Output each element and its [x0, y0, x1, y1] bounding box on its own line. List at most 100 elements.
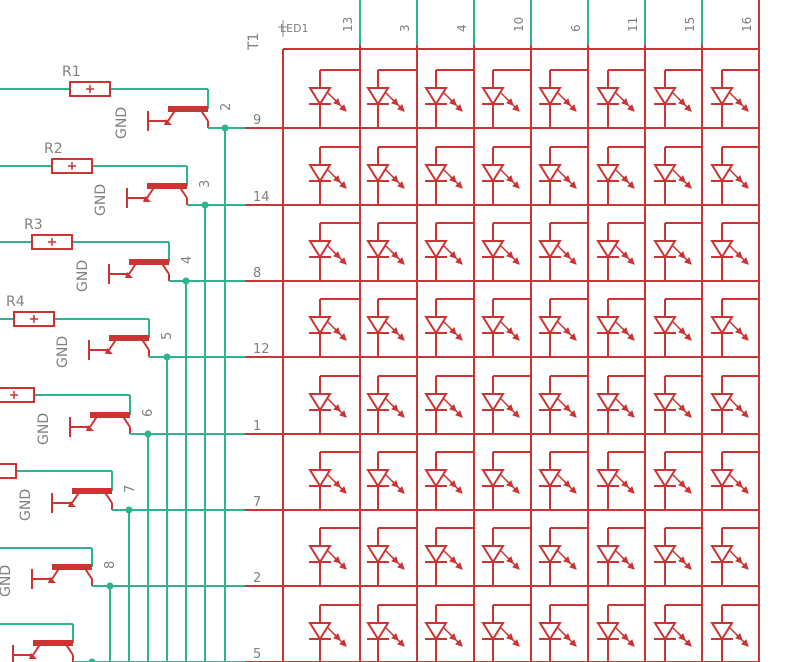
led-symbol [538, 146, 588, 205]
led-symbol [653, 222, 702, 281]
led-array [308, 69, 759, 662]
led-diode-triangle [596, 316, 620, 335]
led-diode-triangle [424, 87, 448, 106]
led-symbol [308, 298, 360, 357]
resistor-body [51, 158, 93, 174]
row-pin-label: 9 [253, 113, 261, 128]
transistor-pin-label: 6 [141, 409, 156, 417]
transistor-base-bar [168, 106, 208, 112]
transistor-base-bar [109, 335, 149, 341]
led-diode-triangle [481, 164, 505, 183]
led-symbol [596, 375, 645, 434]
transistor-base-bar [72, 488, 112, 494]
transistor-collector [178, 185, 188, 199]
led-arrow-head [627, 486, 635, 494]
led-diode-triangle [481, 545, 505, 564]
led-arrow-head [512, 257, 520, 265]
led-symbol [481, 527, 531, 586]
led-arrow-head [397, 562, 405, 570]
led-diode-triangle [653, 545, 677, 564]
led-symbol [481, 298, 531, 357]
column-pin-label: 16 [740, 17, 754, 32]
led-diode-triangle [366, 469, 390, 488]
transistor-arrow [164, 119, 172, 125]
led-arrow-head [569, 333, 577, 341]
transistor-arrow [68, 501, 76, 507]
led-symbol [366, 604, 417, 662]
led-arrow-head [512, 104, 520, 112]
driver-stage [31, 234, 186, 284]
led-arrow-head [397, 410, 405, 418]
led-symbol [538, 222, 588, 281]
led-symbol [481, 69, 531, 128]
ground-label: GND [93, 184, 109, 216]
led-arrow-head [741, 562, 749, 570]
led-arrow-head [569, 562, 577, 570]
led-symbol [596, 146, 645, 205]
led-arrow-head [397, 486, 405, 494]
led-symbol [308, 146, 360, 205]
led-arrow-head [339, 257, 347, 265]
led-diode-triangle [596, 469, 620, 488]
transistor-emitter [32, 642, 42, 656]
transistor-base-bar [147, 183, 187, 189]
led-symbol [424, 222, 474, 281]
driver-stage [69, 81, 225, 131]
transistor-base-bar [90, 412, 130, 418]
led-symbol [710, 298, 759, 357]
led-diode-triangle [308, 164, 332, 183]
led-symbol [538, 451, 588, 510]
led-diode-triangle [538, 469, 562, 488]
led-diode-triangle [710, 240, 734, 259]
led-diode-triangle [424, 545, 448, 564]
driver-stage [13, 311, 167, 360]
row-pin-label: 14 [253, 190, 270, 205]
led-arrow-head [684, 104, 692, 112]
led-arrow-head [455, 104, 463, 112]
led-arrow-head [397, 257, 405, 265]
led-symbol [710, 527, 759, 586]
led-symbol [710, 69, 759, 128]
column-pin-label: 10 [512, 17, 526, 32]
led-arrow-head [684, 562, 692, 570]
led-symbol [538, 375, 588, 434]
led-symbol [538, 527, 588, 586]
resistor-body [69, 81, 111, 97]
row-pin-label: 8 [253, 266, 261, 281]
led-arrow-head [627, 104, 635, 112]
led-diode-triangle [653, 316, 677, 335]
transistor-label: T1 [246, 33, 262, 51]
led-arrow-head [397, 181, 405, 189]
led-symbol [308, 604, 360, 662]
driver-stage [31, 564, 110, 589]
driver-stage [12, 640, 92, 662]
row-pin-label: 5 [253, 647, 261, 662]
led-diode-triangle [366, 316, 390, 335]
column-pin-label: 11 [626, 17, 640, 32]
led-arrow-head [569, 410, 577, 418]
led-symbol [596, 527, 645, 586]
resistor-body [0, 387, 35, 403]
led-symbol [596, 298, 645, 357]
led-diode-triangle [366, 622, 390, 641]
led-arrow-head [455, 562, 463, 570]
resistor-body [31, 234, 73, 250]
transistor-arrow [48, 577, 56, 583]
led-diode-triangle [424, 240, 448, 259]
led-arrow-head [569, 486, 577, 494]
led-diode-triangle [308, 469, 332, 488]
led-symbol [538, 298, 588, 357]
led-symbol [653, 375, 702, 434]
transistor-collector [64, 642, 74, 656]
led-diode-triangle [538, 393, 562, 412]
led-arrow-head [569, 639, 577, 647]
led-symbol [538, 604, 588, 662]
led-diode-triangle [653, 622, 677, 641]
ground-label: GND [18, 489, 34, 521]
transistor-collector [140, 337, 150, 351]
transistor-emitter [71, 490, 81, 504]
led-diode-triangle [424, 164, 448, 183]
transistor-pin-label: 7 [123, 485, 138, 493]
led-symbol [710, 222, 759, 281]
